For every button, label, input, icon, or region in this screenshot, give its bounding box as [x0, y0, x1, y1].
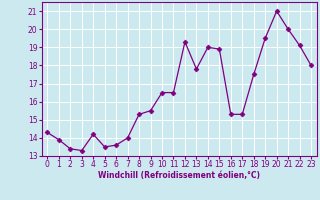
X-axis label: Windchill (Refroidissement éolien,°C): Windchill (Refroidissement éolien,°C) — [98, 171, 260, 180]
